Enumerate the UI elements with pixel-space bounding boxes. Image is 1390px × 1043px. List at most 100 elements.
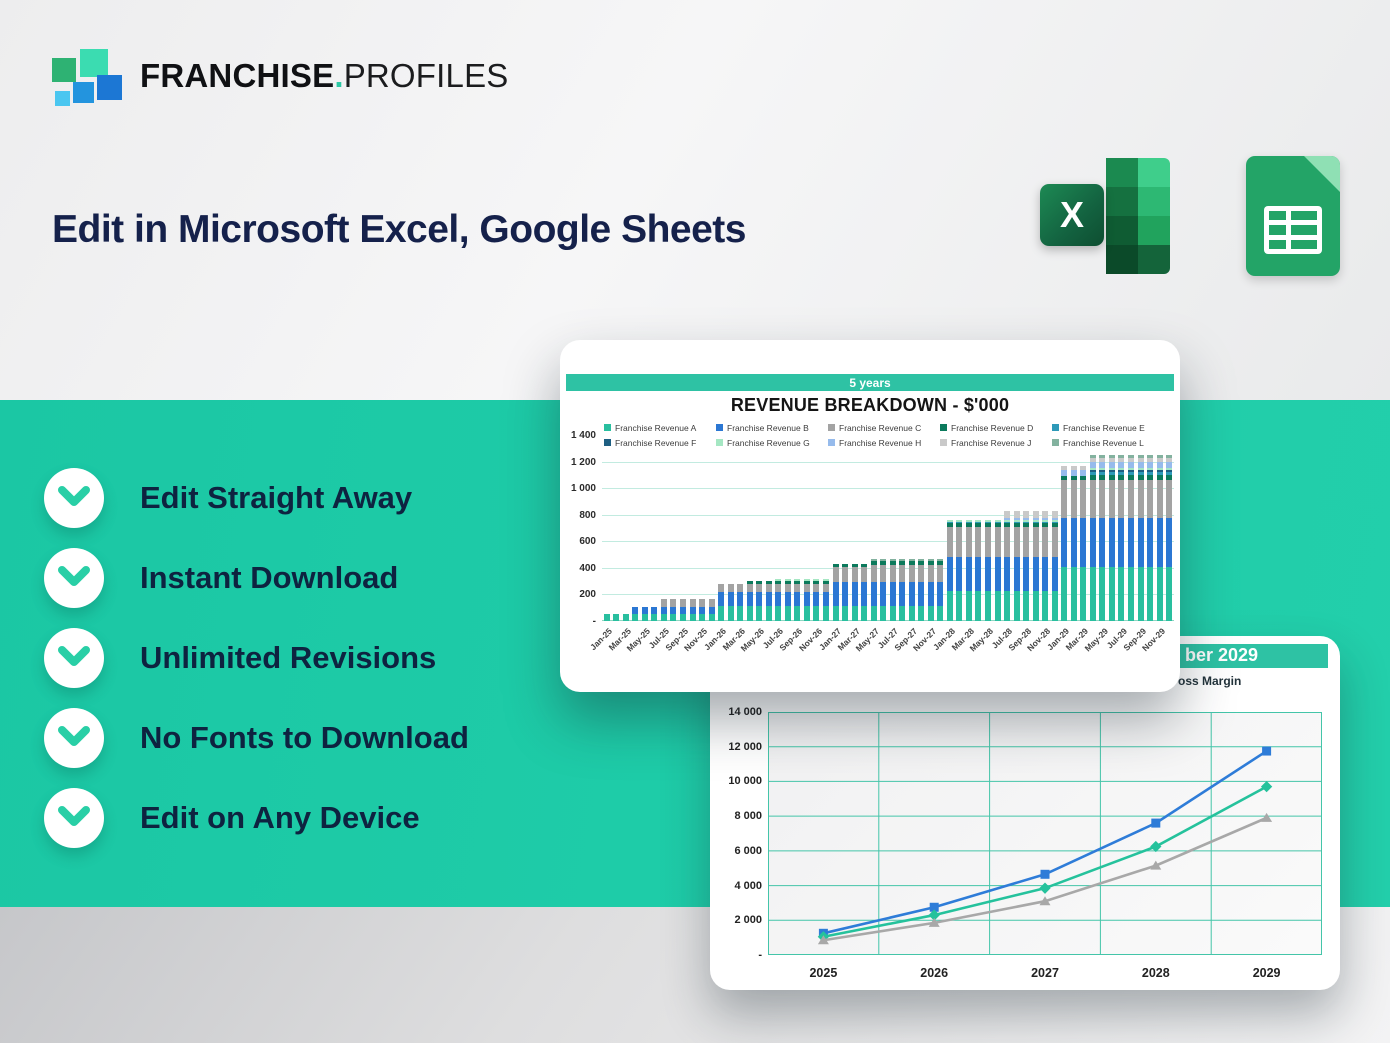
bar-segment xyxy=(813,578,820,581)
bar-segment xyxy=(699,607,706,614)
bar-segment xyxy=(1166,566,1173,621)
stacked-bar xyxy=(946,519,953,621)
bar-segment xyxy=(756,592,763,606)
chevron-down-icon xyxy=(44,468,104,528)
bar-segment xyxy=(937,561,944,565)
bar-segment xyxy=(1061,475,1068,480)
bar-segment xyxy=(1127,470,1134,473)
feature-label: Edit Straight Away xyxy=(140,480,413,515)
bar-segment xyxy=(1127,467,1134,471)
bar-segment xyxy=(1127,518,1134,567)
bar-segment xyxy=(908,564,915,582)
legend-label: Franchise Revenue C xyxy=(839,422,922,433)
bar-segment xyxy=(956,557,963,592)
brand-name: FRANCHISE.PROFILES xyxy=(140,57,509,95)
line-chart-legend-fragment: oss Margin xyxy=(1178,674,1242,688)
line-chart-plot xyxy=(768,712,1322,955)
bar-segment xyxy=(927,581,934,606)
bar-segment xyxy=(937,564,944,582)
bar-segment xyxy=(842,566,849,582)
bar-segment xyxy=(956,527,963,558)
stacked-bar xyxy=(1137,455,1144,621)
bar-segment xyxy=(1089,479,1096,519)
bar-segment xyxy=(784,605,791,621)
bar-segment xyxy=(1166,458,1173,462)
bar-segment xyxy=(708,607,715,614)
bar-segment xyxy=(861,605,868,621)
bar-segment xyxy=(756,584,763,593)
bar-segment xyxy=(946,521,953,524)
gridline xyxy=(602,594,1174,596)
bar-segment xyxy=(1108,458,1115,462)
bar-segment xyxy=(985,591,992,621)
bar-segment xyxy=(889,605,896,621)
bar-segment xyxy=(975,523,982,528)
bar-segment xyxy=(746,605,753,621)
bar-segment xyxy=(794,580,801,585)
stacked-bar xyxy=(1070,466,1077,621)
data-point-marker xyxy=(1151,818,1161,828)
bar-segment xyxy=(946,523,953,528)
feature-label: Unlimited Revisions xyxy=(140,640,437,675)
bar-segment xyxy=(994,557,1001,592)
feature-item: Unlimited Revisions xyxy=(44,618,469,698)
bar-segment xyxy=(1051,519,1058,522)
bar-segment xyxy=(985,527,992,558)
feature-item: Edit Straight Away xyxy=(44,458,469,538)
bar-segment xyxy=(1147,472,1154,475)
feature-label: Edit on Any Device xyxy=(140,800,420,835)
bar-segment xyxy=(956,521,963,524)
bar-segment xyxy=(899,558,906,562)
brand-name-dot: . xyxy=(334,57,344,94)
bar-segment xyxy=(803,584,810,593)
stacked-bar xyxy=(975,519,982,621)
stacked-bar xyxy=(737,584,744,621)
bar-segment xyxy=(699,613,706,621)
bar-segment xyxy=(927,561,934,565)
bar-segment xyxy=(1004,517,1011,520)
bar-segment xyxy=(1166,470,1173,473)
stacked-bar xyxy=(994,519,1001,621)
stacked-bar xyxy=(1023,510,1030,621)
bar-segment xyxy=(1023,591,1030,621)
stacked-bar xyxy=(908,558,915,621)
bar-segment xyxy=(1061,566,1068,621)
logo-square-midblue xyxy=(73,82,94,103)
stacked-bar xyxy=(842,564,849,621)
bar-segment xyxy=(680,607,687,614)
bar-segment xyxy=(746,580,753,585)
y-tick-label: 2 000 xyxy=(734,914,762,927)
logo-square-blue xyxy=(97,75,122,100)
bar-segment xyxy=(889,558,896,562)
bar-segment xyxy=(946,519,953,522)
bar-segment xyxy=(937,558,944,562)
stacked-bar xyxy=(1166,455,1173,621)
bar-segment xyxy=(775,578,782,581)
bar-segment xyxy=(1032,519,1039,522)
y-tick-label: 6 000 xyxy=(734,844,762,857)
bar-segment xyxy=(956,519,963,522)
stacked-bar xyxy=(1004,510,1011,621)
bar-segment xyxy=(1127,479,1134,519)
data-point-marker xyxy=(817,935,829,945)
bar-segment xyxy=(1099,458,1106,462)
stacked-bar xyxy=(918,558,925,621)
bar-segment xyxy=(794,592,801,606)
bar-segment xyxy=(965,521,972,524)
bar-segment xyxy=(651,613,658,621)
bar-segment xyxy=(718,592,725,606)
stacked-bar xyxy=(1089,455,1096,621)
bar-segment xyxy=(746,592,753,606)
bar-segment xyxy=(775,580,782,585)
bar-segment xyxy=(641,607,648,614)
y-tick-label: 400 xyxy=(579,562,596,574)
bar-segment xyxy=(670,607,677,614)
data-point-marker xyxy=(1039,882,1051,894)
bar-segment xyxy=(1023,510,1030,518)
bar-segment xyxy=(1023,517,1030,520)
bar-segment xyxy=(832,605,839,621)
bar-segment xyxy=(1032,527,1039,558)
bar-segment xyxy=(813,592,820,606)
bar-segment xyxy=(1156,566,1163,621)
bar-segment xyxy=(1147,461,1154,468)
